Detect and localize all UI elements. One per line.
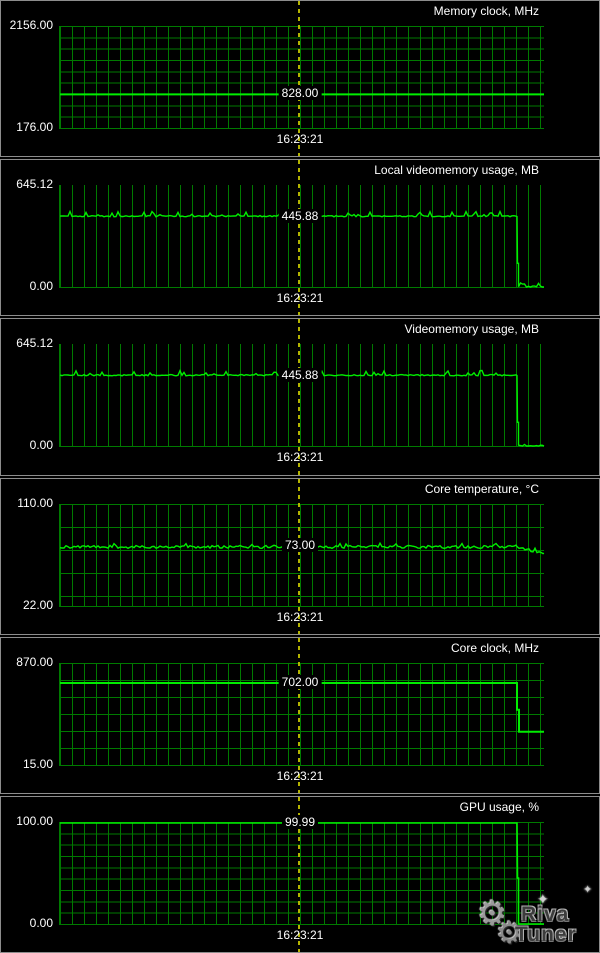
current-value-label: 445.88 [278,208,322,223]
trace-core-clock [60,681,544,733]
timestamp-label: 16:23:21 [276,927,324,942]
y-min-label: 22.00 [22,597,53,612]
chart-title: Videomemory usage, MB [404,322,539,337]
chart-title: Core clock, MHz [450,640,539,655]
time-cursor-line [298,478,300,634]
chart-panel-core-clock: Core clock, MHz 870.00 15.00 702.00 16:2… [0,636,600,794]
current-value-label: 445.88 [278,367,322,382]
timestamp-label: 16:23:21 [276,132,324,146]
time-cursor-line [298,796,300,953]
gear-icon: ⚙ [477,894,508,933]
plot-area [59,26,544,129]
plot-area [59,185,544,289]
current-value-label: 702.00 [278,674,322,689]
sparkle-icon: ✦ [583,883,593,896]
watermark-text-tuner: Tuner [515,922,577,946]
y-min-label: 0.00 [29,279,53,294]
trace-local-videomemory-usage [59,209,544,289]
y-max-label: 645.12 [16,177,53,192]
watermark-text-riva: Riva [521,902,570,926]
chart-title: GPU usage, % [459,799,539,814]
chart-panel-core-temperature: Core temperature, °C 110.00 22.00 73.00 … [0,477,600,635]
gear-icon: ⚙ [496,916,523,950]
timestamp-label: 16:23:21 [276,450,324,465]
current-value-label: 99.99 [281,814,319,829]
y-max-label: 2156.00 [9,18,53,32]
y-max-label: 870.00 [16,654,53,669]
y-min-label: 0.00 [29,438,53,453]
y-min-label: 176.00 [16,120,53,134]
chart-panel-local-videomemory: Local videomemory usage, MB 645.12 0.00 … [0,159,600,317]
chart-title: Local videomemory usage, MB [374,163,539,178]
plot-area [59,662,544,766]
chart-title: Core temperature, °C [424,481,539,496]
current-value-label: 73.00 [281,538,319,553]
plot-area [59,344,545,448]
timestamp-label: 16:23:21 [276,768,324,783]
current-value-label: 828.00 [278,86,322,101]
y-max-label: 110.00 [17,495,53,510]
chart-title: Memory clock, MHz [433,4,539,18]
rivatuner-watermark: ⚙ ⚙ ✦ ✦ Riva Tuner [475,884,599,952]
chart-panel-memory-clock: Memory clock, MHz 2156.00 176.00 828.00 … [0,0,600,158]
chart-panel-gpu-usage: GPU usage, % 100.00 0.00 99.99 16:23:21 … [0,795,600,953]
time-cursor-line [298,1,300,157]
trace-core-temperature [59,541,545,554]
timestamp-label: 16:23:21 [276,291,324,306]
trace-videomemory-usage [59,369,545,448]
y-min-label: 0.00 [29,915,53,930]
time-cursor-line [298,160,300,316]
trace-memory-clock [60,93,544,96]
y-min-label: 15.00 [22,756,53,771]
timestamp-label: 16:23:21 [276,609,324,624]
time-cursor-line [298,319,300,475]
plot-area [59,503,545,607]
chart-panel-videomemory: Videomemory usage, MB 645.12 0.00 445.88… [0,318,600,476]
y-max-label: 645.12 [16,336,53,351]
y-max-label: 100.00 [16,813,53,828]
sparkle-icon: ✦ [537,890,549,907]
trace-gpu-usage [60,822,544,925]
plot-area [59,821,544,925]
time-cursor-line [298,637,300,793]
